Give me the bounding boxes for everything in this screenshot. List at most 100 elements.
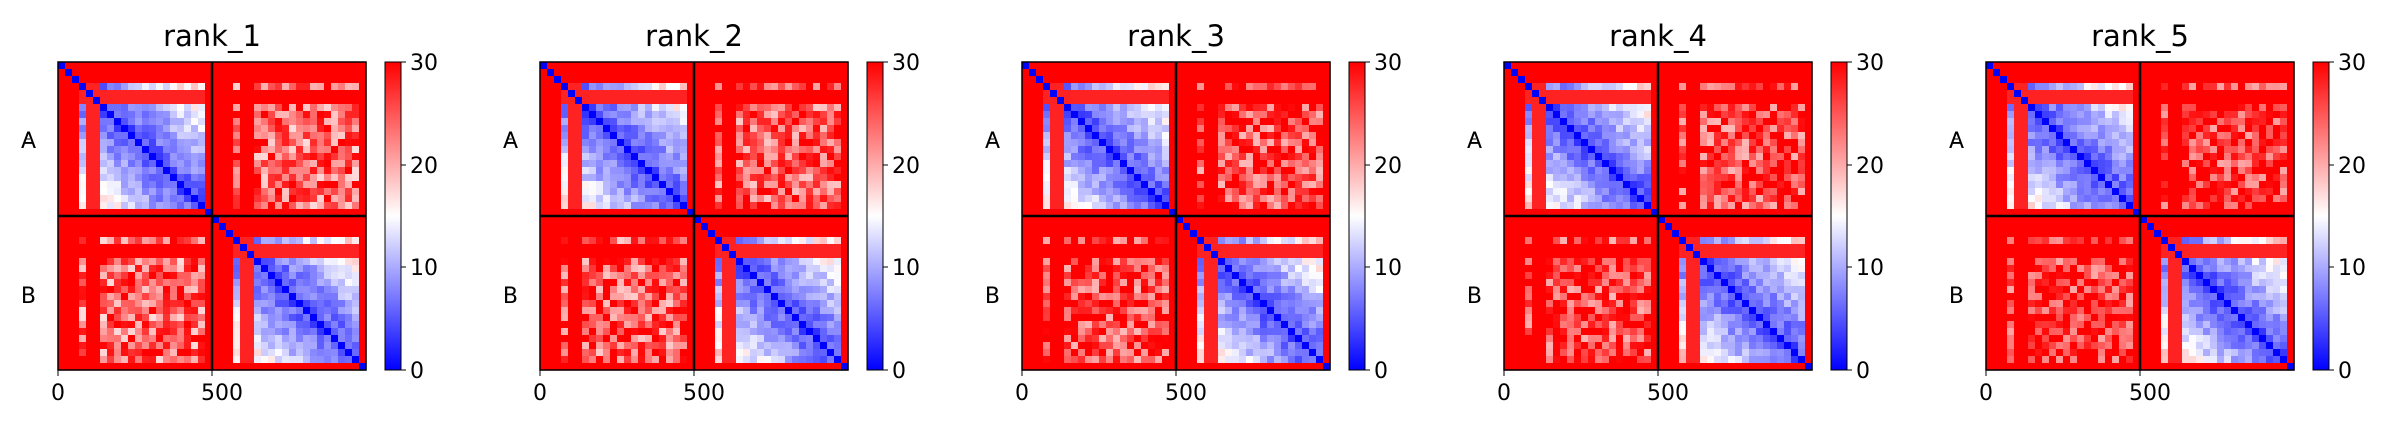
heatmap-cell bbox=[1239, 139, 1247, 147]
heatmap-cell bbox=[652, 104, 660, 112]
heatmap-cell bbox=[1071, 188, 1079, 196]
heatmap-cell bbox=[254, 195, 262, 203]
heatmap-cell bbox=[359, 188, 367, 196]
heatmap-cell bbox=[184, 314, 192, 322]
heatmap-cell bbox=[205, 286, 213, 294]
heatmap-cell bbox=[359, 335, 367, 343]
heatmap-cell bbox=[757, 76, 765, 84]
heatmap-cell bbox=[1029, 146, 1037, 154]
heatmap-cell bbox=[757, 62, 765, 70]
heatmap-cell bbox=[289, 167, 297, 175]
heatmap-cell bbox=[603, 223, 611, 231]
heatmap-cell bbox=[219, 90, 227, 98]
heatmap-cell bbox=[701, 104, 709, 112]
heatmap-cell bbox=[708, 300, 716, 308]
heatmap-cell bbox=[79, 118, 87, 126]
heatmap-cell bbox=[610, 216, 618, 224]
heatmap-cell bbox=[247, 328, 255, 336]
heatmap-cell bbox=[205, 132, 213, 140]
heatmap-cell bbox=[1204, 174, 1212, 182]
heatmap-cell bbox=[708, 104, 716, 112]
heatmap-cell bbox=[736, 300, 744, 308]
heatmap-cell bbox=[827, 132, 835, 140]
heatmap-cell bbox=[58, 153, 66, 161]
heatmap-cell bbox=[149, 181, 157, 189]
heatmap-cell bbox=[575, 195, 583, 203]
heatmap-cell bbox=[687, 111, 695, 119]
heatmap-cell bbox=[610, 258, 618, 266]
heatmap-cell bbox=[547, 363, 555, 371]
heatmap-cell bbox=[743, 139, 751, 147]
heatmap-cell bbox=[1260, 202, 1268, 210]
heatmap-cell bbox=[659, 258, 667, 266]
heatmap-cell bbox=[631, 97, 639, 105]
heatmap-cell bbox=[128, 265, 136, 273]
heatmap-cell bbox=[617, 223, 625, 231]
heatmap-cell bbox=[680, 160, 688, 168]
heatmap-cell bbox=[352, 90, 360, 98]
heatmap-cell bbox=[1057, 209, 1065, 217]
heatmap-cell bbox=[841, 244, 849, 252]
heatmap-cell bbox=[72, 300, 80, 308]
heatmap-cell bbox=[1022, 104, 1030, 112]
heatmap-cell bbox=[715, 125, 723, 133]
heatmap-cell bbox=[792, 125, 800, 133]
heatmap-cell bbox=[184, 104, 192, 112]
heatmap-cell bbox=[359, 146, 367, 154]
heatmap-cell bbox=[610, 363, 618, 371]
heatmap-cell bbox=[1148, 104, 1156, 112]
heatmap-cell bbox=[1148, 97, 1156, 105]
heatmap-cell bbox=[596, 216, 604, 224]
heatmap-cell bbox=[1323, 132, 1331, 140]
heatmap-cell bbox=[1246, 230, 1254, 238]
heatmap-cell bbox=[310, 356, 318, 364]
heatmap-cell bbox=[785, 349, 793, 357]
heatmap-cell bbox=[596, 132, 604, 140]
heatmap-cell bbox=[771, 286, 779, 294]
heatmap-cell bbox=[813, 272, 821, 280]
heatmap-cell bbox=[813, 237, 821, 245]
heatmap-cell bbox=[1141, 167, 1149, 175]
heatmap-cell bbox=[1113, 104, 1121, 112]
heatmap-cell bbox=[1218, 76, 1226, 84]
heatmap-cell bbox=[1155, 76, 1163, 84]
heatmap-cell bbox=[289, 202, 297, 210]
heatmap-cell bbox=[673, 293, 681, 301]
heatmap-cell bbox=[275, 62, 283, 70]
heatmap-cell bbox=[1050, 132, 1058, 140]
heatmap-cell bbox=[575, 265, 583, 273]
heatmap-cell bbox=[1225, 216, 1233, 224]
heatmap-cell bbox=[303, 216, 311, 224]
heatmap-cell bbox=[715, 167, 723, 175]
heatmap-cell bbox=[799, 363, 807, 371]
heatmap-cell bbox=[240, 293, 248, 301]
heatmap-cell bbox=[1162, 76, 1170, 84]
heatmap-cell bbox=[275, 293, 283, 301]
heatmap-cell bbox=[93, 286, 101, 294]
heatmap-cell bbox=[1204, 209, 1212, 217]
heatmap-cell bbox=[93, 230, 101, 238]
heatmap-cell bbox=[1246, 153, 1254, 161]
heatmap-cell bbox=[778, 195, 786, 203]
heatmap-cell bbox=[205, 69, 213, 77]
heatmap-cell bbox=[163, 286, 171, 294]
heatmap-cell bbox=[338, 160, 346, 168]
heatmap-cell bbox=[275, 146, 283, 154]
heatmap-cell bbox=[645, 62, 653, 70]
heatmap-cell bbox=[561, 188, 569, 196]
heatmap-cell bbox=[205, 272, 213, 280]
heatmap-cell bbox=[268, 349, 276, 357]
heatmap-cell bbox=[820, 321, 828, 329]
heatmap-cell bbox=[715, 69, 723, 77]
heatmap-cell bbox=[645, 258, 653, 266]
heatmap-cell bbox=[540, 174, 548, 182]
heatmap-cell bbox=[624, 286, 632, 294]
heatmap-cell bbox=[715, 174, 723, 182]
heatmap-cell bbox=[65, 174, 73, 182]
heatmap-cell bbox=[694, 111, 702, 119]
heatmap-cell bbox=[254, 139, 262, 147]
heatmap-cell bbox=[645, 139, 653, 147]
heatmap-cell bbox=[226, 356, 234, 364]
heatmap-cell bbox=[1064, 202, 1072, 210]
heatmap-cell bbox=[247, 314, 255, 322]
